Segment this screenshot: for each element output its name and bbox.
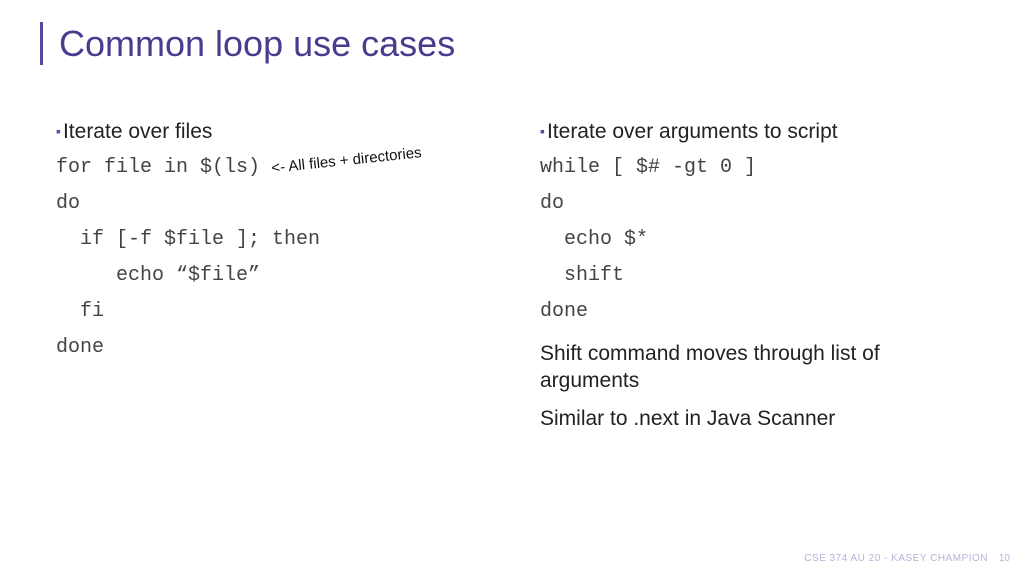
note-shift: Shift command moves through list of argu… — [540, 340, 984, 395]
left-code-block: for file in $(ls) do if [-f $file ]; the… — [56, 150, 500, 366]
note-java: Similar to .next in Java Scanner — [540, 405, 984, 432]
left-heading: Iterate over files — [63, 120, 212, 144]
bullet-icon: ▪ — [56, 124, 61, 138]
right-heading-line: ▪ Iterate over arguments to script — [540, 120, 984, 144]
content-area: ▪ Iterate over files for file in $(ls) d… — [56, 120, 984, 516]
bullet-icon: ▪ — [540, 124, 545, 138]
left-column: ▪ Iterate over files for file in $(ls) d… — [56, 120, 500, 516]
footer-text: CSE 374 AU 20 - KASEY CHAMPION — [804, 553, 988, 564]
right-code-block: while [ $# -gt 0 ] do echo $* shift done — [540, 150, 984, 330]
slide-title: Common loop use cases — [59, 22, 455, 65]
page-number: 10 — [999, 553, 1010, 564]
left-heading-line: ▪ Iterate over files — [56, 120, 500, 144]
slide: Common loop use cases ▪ Iterate over fil… — [0, 0, 1024, 576]
right-heading: Iterate over arguments to script — [547, 120, 838, 144]
title-bar: Common loop use cases — [40, 22, 455, 65]
right-column: ▪ Iterate over arguments to script while… — [540, 120, 984, 516]
